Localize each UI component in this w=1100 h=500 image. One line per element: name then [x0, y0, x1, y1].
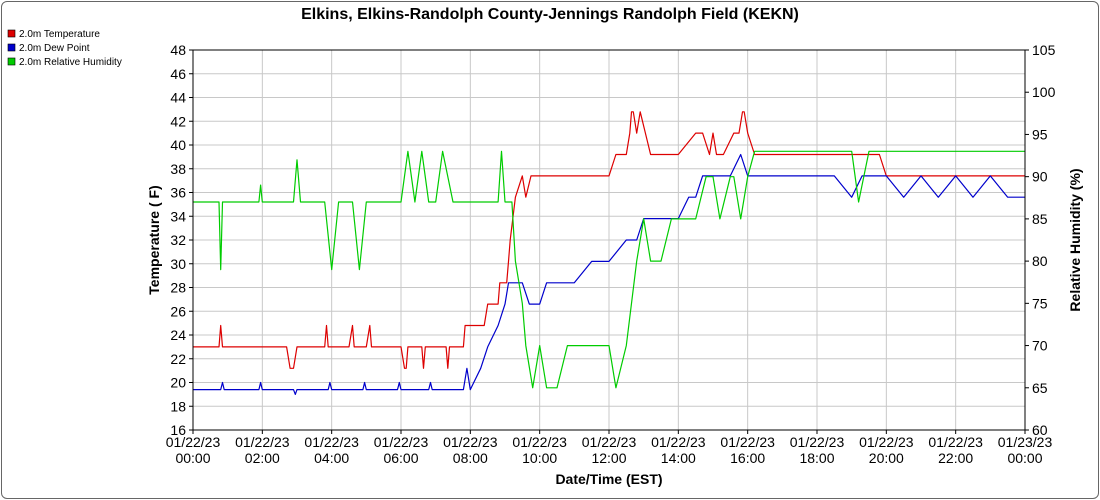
y-left-tick-label: 40	[170, 137, 186, 153]
x-tick-date-label: 01/22/23	[235, 434, 290, 450]
x-tick-time-label: 00:00	[1007, 450, 1042, 466]
x-tick-date-label: 01/22/23	[166, 434, 221, 450]
x-tick-date-label: 01/22/23	[790, 434, 845, 450]
y-right-tick-label: 65	[1032, 380, 1048, 396]
x-tick-time-label: 14:00	[661, 450, 696, 466]
series-line-2-0m-temperature	[193, 111, 1025, 369]
y-right-tick-label: 105	[1032, 42, 1056, 58]
y-left-tick-label: 32	[170, 232, 186, 248]
x-tick-date-label: 01/22/23	[720, 434, 775, 450]
y-left-tick-label: 34	[170, 208, 186, 224]
y-left-tick-label: 24	[170, 327, 186, 343]
series-lines	[193, 111, 1025, 395]
legend-label: 2.0m Relative Humidity	[19, 57, 122, 68]
y-left-tick-label: 48	[170, 42, 186, 58]
x-tick-date-label: 01/22/23	[582, 434, 637, 450]
x-tick-time-label: 18:00	[799, 450, 834, 466]
x-tick-time-label: 02:00	[245, 450, 280, 466]
legend-swatch	[7, 43, 16, 52]
x-tick-labels: 01/22/2300:0001/22/2302:0001/22/2304:000…	[166, 430, 1053, 466]
legend: 2.0m Temperature 2.0m Dew Point 2.0m Relat…	[7, 29, 122, 68]
y-right-tick-label: 100	[1032, 84, 1056, 100]
legend-label: 2.0m Dew Point	[19, 43, 90, 54]
y-right-tick-labels: 60 65 70 75 80 85 90 95 100 105	[1025, 42, 1056, 438]
x-tick-time-label: 06:00	[383, 450, 418, 466]
y-left-tick-label: 44	[170, 90, 186, 106]
y-left-tick-label: 28	[170, 280, 186, 296]
x-tick-date-label: 01/22/23	[374, 434, 429, 450]
x-tick-time-label: 16:00	[730, 450, 765, 466]
y-right-tick-label: 60	[1032, 422, 1048, 438]
grid-lines	[192, 49, 1026, 431]
x-tick-date-label: 01/23/23	[998, 434, 1053, 450]
y-right-tick-label: 85	[1032, 211, 1048, 227]
x-tick-date-label: 01/22/23	[304, 434, 359, 450]
y-axis-left-title: Temperature ( F)	[146, 185, 162, 294]
y-left-tick-label: 38	[170, 161, 186, 177]
x-tick-time-label: 22:00	[938, 450, 973, 466]
y-right-tick-label: 80	[1032, 253, 1048, 269]
y-left-tick-labels: 16 18 20 22 24 26 28 30 32 34 36 38 40 42 44 46 48	[170, 42, 193, 438]
y-left-tick-label: 42	[170, 113, 186, 129]
y-right-tick-label: 70	[1032, 338, 1048, 354]
legend-label: 2.0m Temperature	[19, 29, 100, 40]
x-tick-time-label: 04:00	[314, 450, 349, 466]
x-tick-time-label: 20:00	[869, 450, 904, 466]
y-left-tick-label: 46	[170, 66, 186, 82]
y-left-tick-label: 18	[170, 398, 186, 414]
x-tick-time-label: 08:00	[453, 450, 488, 466]
series-line-2-0m-dew-point	[193, 153, 1025, 395]
y-left-tick-label: 30	[170, 256, 186, 272]
legend-swatch	[7, 57, 16, 66]
x-tick-time-label: 00:00	[175, 450, 210, 466]
y-right-tick-label: 75	[1032, 295, 1048, 311]
x-tick-date-label: 01/22/23	[928, 434, 983, 450]
x-tick-time-label: 12:00	[591, 450, 626, 466]
x-tick-date-label: 01/22/23	[859, 434, 914, 450]
x-tick-date-label: 01/22/23	[512, 434, 567, 450]
x-tick-date-label: 01/22/23	[443, 434, 498, 450]
y-left-tick-label: 16	[170, 422, 186, 438]
y-left-tick-label: 20	[170, 375, 186, 391]
y-left-tick-label: 22	[170, 351, 186, 367]
y-right-tick-label: 90	[1032, 169, 1048, 185]
chart-title: Elkins, Elkins-Randolph County-Jennings …	[301, 6, 799, 23]
y-left-tick-label: 36	[170, 185, 186, 201]
y-right-tick-label: 95	[1032, 126, 1048, 142]
x-tick-date-label: 01/22/23	[651, 434, 706, 450]
x-axis-title: Date/Time (EST)	[555, 471, 662, 487]
y-axis-right-title: Relative Humidity (%)	[1067, 168, 1083, 311]
series-line-2-0m-relative-humidity	[193, 150, 1025, 389]
y-left-tick-label: 26	[170, 303, 186, 319]
x-tick-time-label: 10:00	[522, 450, 557, 466]
legend-swatch	[7, 29, 16, 38]
